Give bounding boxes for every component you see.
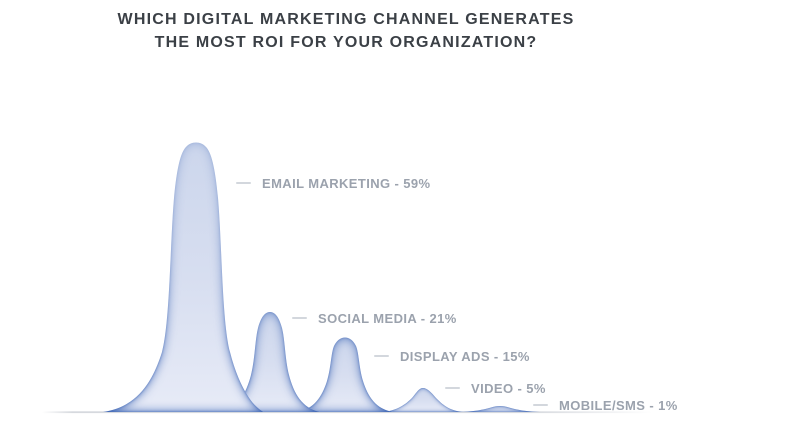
chart-baseline [42,411,652,414]
label-dash-icon [374,355,389,357]
label-dash-icon [533,404,548,406]
chart-title-line1: WHICH DIGITAL MARKETING CHANNEL GENERATE… [117,11,575,28]
label-text: EMAIL MARKETING - 59% [262,175,431,191]
peak-email-marketing [103,142,264,412]
label-text: MOBILE/SMS - 1% [559,397,678,413]
label-dash-icon [236,182,251,184]
label-text: DISPLAY ADS - 15% [400,348,530,364]
label-display-ads: DISPLAY ADS - 15% [374,348,530,364]
label-email-marketing: EMAIL MARKETING - 59% [236,175,431,191]
label-text: SOCIAL MEDIA - 21% [318,310,457,326]
label-dash-icon [292,317,307,319]
label-video: VIDEO - 5% [445,380,546,396]
peak-video [382,388,464,412]
peak-mobile-sms [460,406,540,412]
label-social-media: SOCIAL MEDIA - 21% [292,310,457,326]
peak-social-media [220,312,320,412]
chart-title-line2: THE MOST ROI FOR YOUR ORGANIZATION? [154,34,538,51]
label-mobile-sms: MOBILE/SMS - 1% [533,397,678,413]
label-text: VIDEO - 5% [471,380,546,396]
peak-display-ads [297,337,393,412]
label-dash-icon [445,387,460,389]
chart-title: WHICH DIGITAL MARKETING CHANNEL GENERATE… [118,8,575,54]
